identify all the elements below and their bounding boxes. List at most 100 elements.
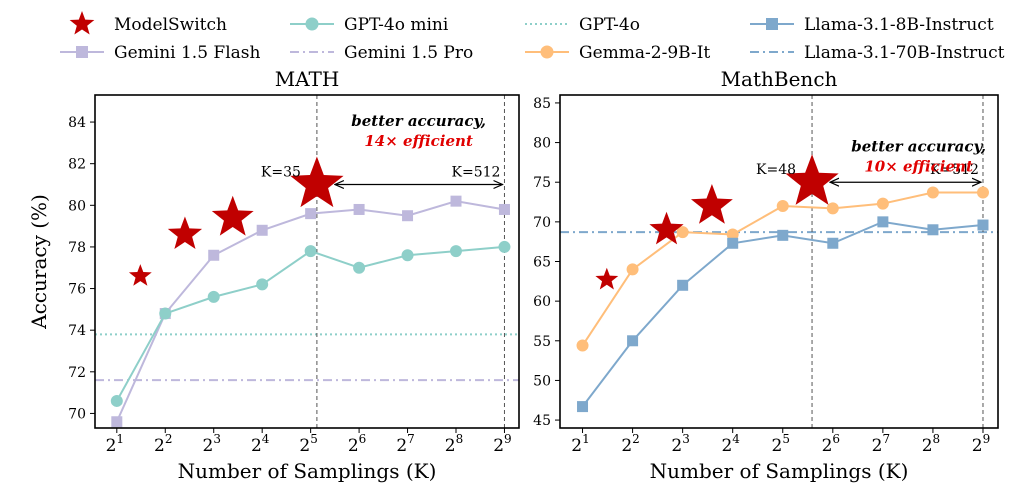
annotation-line1: better accuracy, bbox=[351, 112, 486, 130]
data-point bbox=[649, 211, 684, 245]
x-tick-label: 29 bbox=[972, 432, 990, 456]
x-tick-label: 22 bbox=[621, 432, 639, 456]
x-tick-exponent: 9 bbox=[504, 432, 512, 446]
data-point bbox=[208, 249, 220, 261]
legend-item-llama-3-1-70b-instruct: Llama-3.1-70B-Instruct bbox=[750, 43, 1005, 63]
data-point bbox=[976, 186, 989, 199]
legend-marker bbox=[76, 46, 88, 58]
x-tick-label: 26 bbox=[348, 432, 366, 456]
annotation-line2: 10× efficient bbox=[864, 157, 973, 175]
series-modelswitch bbox=[595, 154, 839, 290]
series-line bbox=[581, 220, 984, 408]
x-tick-exponent: 7 bbox=[882, 432, 890, 446]
x-tick-label: 29 bbox=[493, 432, 511, 456]
data-point bbox=[595, 267, 619, 290]
legend-item-gemini-1-5-flash: Gemini 1.5 Flash bbox=[60, 43, 261, 63]
x-tick-label: 25 bbox=[772, 432, 790, 456]
data-point bbox=[256, 224, 268, 236]
x-tick-exponent: 4 bbox=[262, 432, 270, 446]
data-point bbox=[626, 263, 639, 276]
y-tick-label: 70 bbox=[68, 406, 86, 422]
x-tick-label: 23 bbox=[202, 432, 220, 456]
data-point bbox=[826, 202, 839, 215]
x-tick-exponent: 7 bbox=[407, 432, 415, 446]
legend-label: ModelSwitch bbox=[114, 15, 227, 35]
legend-item-modelswitch: ModelSwitch bbox=[69, 11, 227, 35]
data-point bbox=[402, 210, 414, 222]
data-point bbox=[211, 195, 254, 236]
y-tick-label: 74 bbox=[68, 323, 86, 339]
data-point bbox=[676, 226, 689, 239]
series-llama-3-1-8b-instruct bbox=[577, 216, 989, 413]
legend-item-gpt-4o: GPT-4o bbox=[525, 15, 640, 35]
data-point bbox=[776, 200, 789, 212]
series-gpt-4o-mini bbox=[110, 240, 511, 407]
x-tick-label: 26 bbox=[822, 432, 840, 456]
panel-title: MathBench bbox=[721, 67, 838, 91]
series-line bbox=[581, 191, 983, 347]
x-tick-label: 24 bbox=[721, 432, 740, 456]
y-tick-label: 75 bbox=[533, 175, 551, 191]
data-point bbox=[207, 290, 220, 303]
y-tick-label: 45 bbox=[533, 413, 551, 429]
x-tick-exponent: 5 bbox=[782, 432, 790, 446]
x-tick-exponent: 2 bbox=[632, 432, 640, 446]
data-point bbox=[401, 249, 414, 262]
k-label-left: K=35 bbox=[261, 164, 301, 180]
data-point bbox=[977, 219, 989, 231]
data-point bbox=[576, 339, 589, 352]
data-point bbox=[353, 203, 365, 215]
data-point bbox=[110, 394, 123, 407]
data-point bbox=[498, 203, 510, 215]
x-tick-label: 23 bbox=[671, 432, 689, 456]
legend-marker bbox=[69, 11, 95, 35]
y-tick-label: 76 bbox=[68, 282, 86, 298]
y-tick-label: 70 bbox=[533, 215, 551, 231]
x-tick-exponent: 8 bbox=[933, 432, 941, 446]
x-tick-label: 27 bbox=[872, 432, 890, 456]
k-label-left: K=48 bbox=[756, 162, 796, 178]
legend-item-gpt-4o-mini: GPT-4o mini bbox=[290, 15, 449, 35]
legend-label: GPT-4o mini bbox=[344, 15, 449, 35]
x-tick-label: 21 bbox=[571, 432, 589, 456]
legend-label: Gemini 1.5 Pro bbox=[344, 43, 473, 63]
legend-label: GPT-4o bbox=[579, 15, 640, 35]
x-tick-exponent: 8 bbox=[456, 432, 464, 446]
data-point bbox=[677, 279, 689, 291]
x-tick-exponent: 4 bbox=[732, 432, 740, 446]
legend-item-gemma-2-9b-it: Gemma-2-9B-It bbox=[525, 43, 710, 63]
data-point bbox=[167, 216, 203, 250]
data-point bbox=[777, 229, 789, 241]
data-point bbox=[128, 264, 152, 286]
legend-label: Llama-3.1-70B-Instruct bbox=[804, 43, 1005, 63]
data-point bbox=[498, 240, 511, 253]
y-tick-label: 55 bbox=[533, 334, 551, 350]
data-point bbox=[785, 154, 839, 205]
series-line bbox=[115, 245, 505, 402]
k-label-right: K=512 bbox=[452, 164, 501, 180]
legend-label: Gemini 1.5 Flash bbox=[114, 43, 261, 63]
x-tick-exponent: 3 bbox=[682, 432, 690, 446]
x-tick-label: 24 bbox=[251, 432, 270, 456]
series-gemma-2-9b-it bbox=[576, 186, 989, 352]
math-panel: MATH K=35 K=512 better accuracy, 14× efficie… bbox=[27, 67, 520, 483]
x-tick-exponent: 2 bbox=[165, 432, 173, 446]
y-tick-label: 78 bbox=[68, 240, 86, 256]
x-tick-exponent: 6 bbox=[832, 432, 840, 446]
data-point bbox=[290, 156, 344, 208]
legend-label: Gemma-2-9B-It bbox=[579, 43, 710, 63]
plot-area bbox=[560, 95, 998, 428]
data-point bbox=[727, 237, 739, 249]
plot-area bbox=[95, 95, 519, 428]
annotation-line2: 14× efficient bbox=[364, 132, 473, 150]
y-tick-label: 72 bbox=[68, 365, 86, 381]
data-point bbox=[159, 307, 172, 320]
x-tick-label: 28 bbox=[445, 432, 463, 456]
series-modelswitch bbox=[128, 156, 344, 286]
x-axis-label: Number of Samplings (K) bbox=[650, 459, 909, 483]
y-axis-label: Accuracy (%) bbox=[27, 194, 51, 330]
x-tick-label: 22 bbox=[154, 432, 172, 456]
data-point bbox=[926, 186, 939, 199]
x-axis-label: Number of Samplings (K) bbox=[178, 459, 437, 483]
